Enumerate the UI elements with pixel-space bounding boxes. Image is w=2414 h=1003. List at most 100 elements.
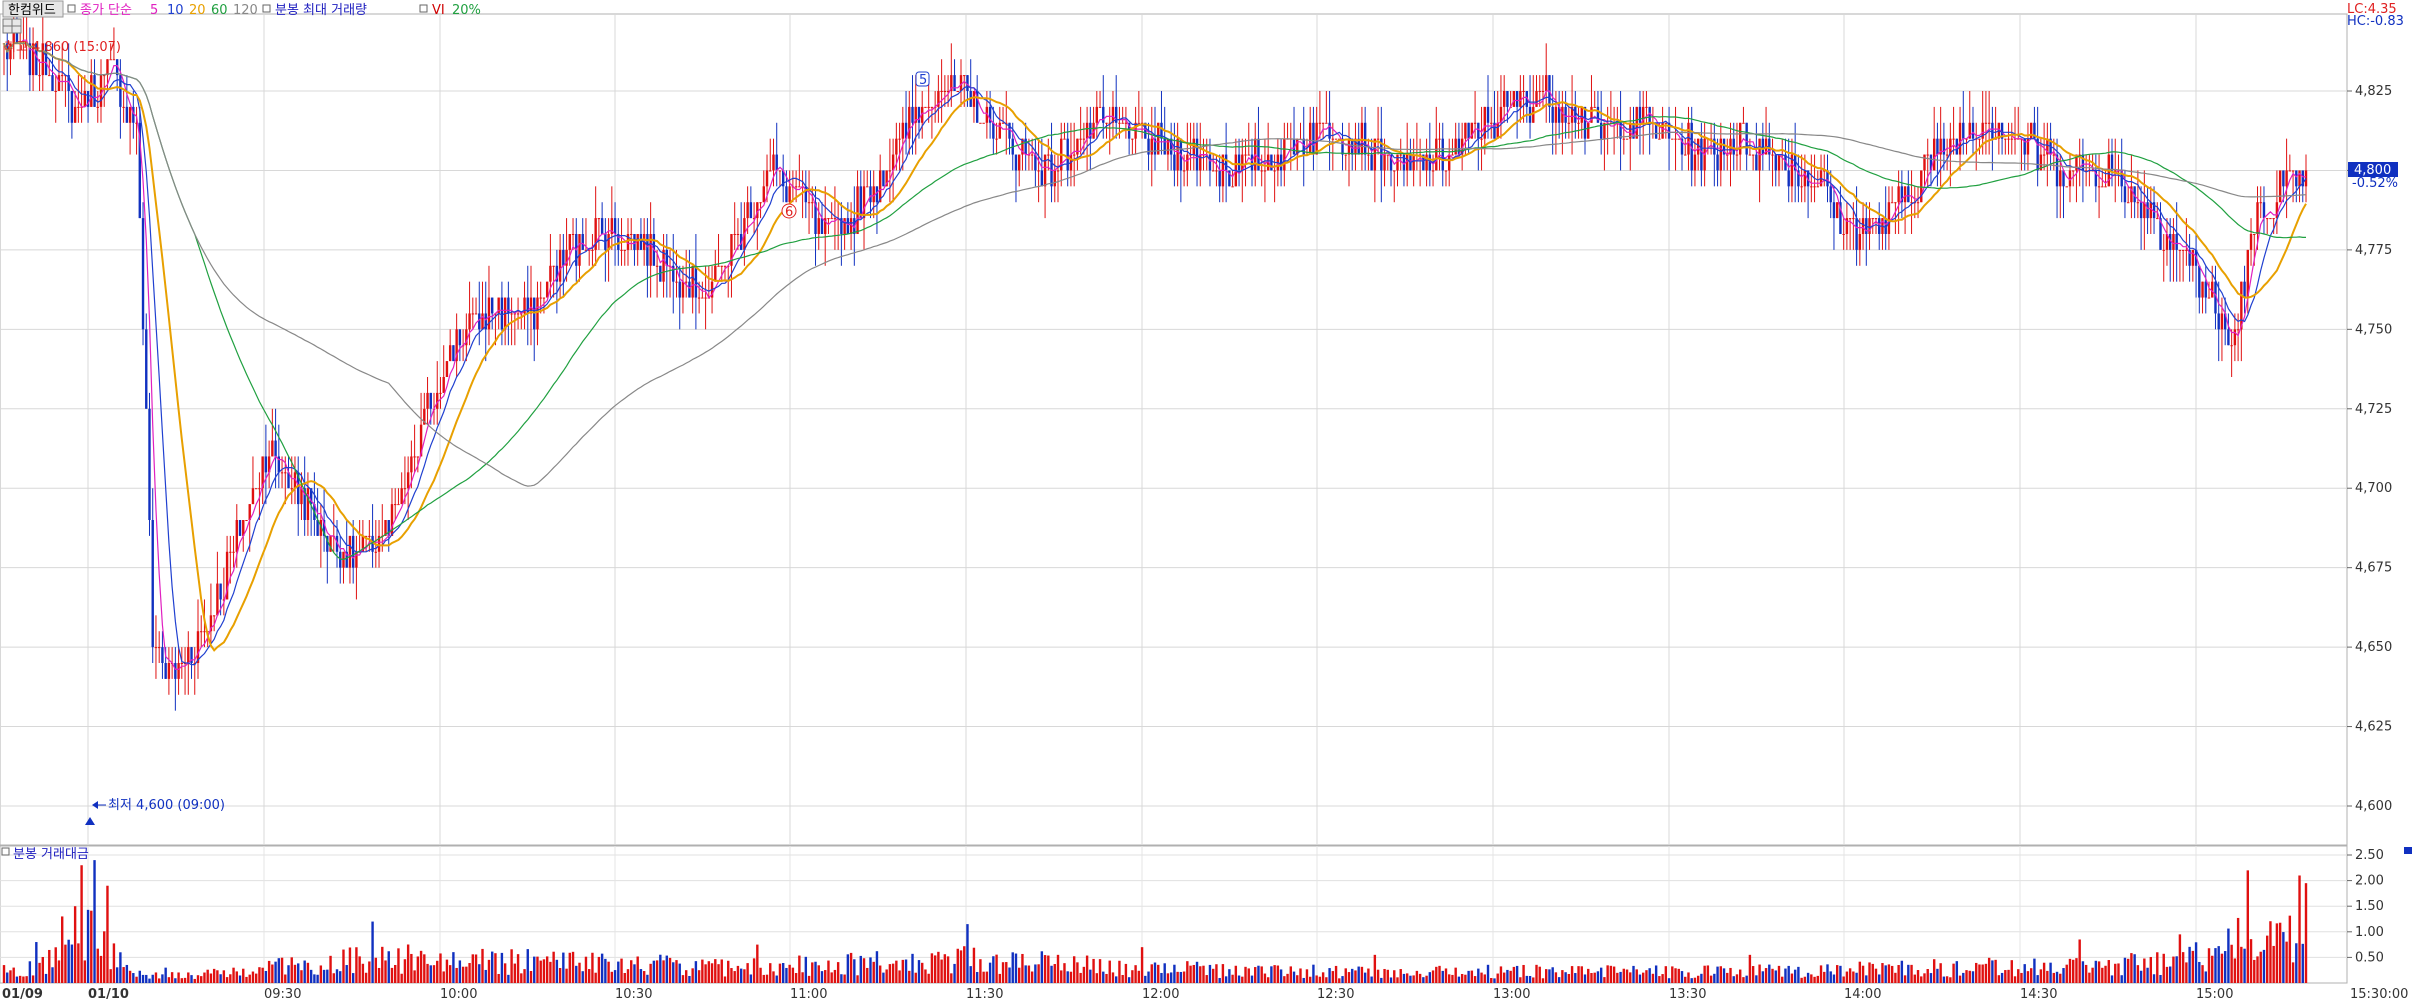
candle-body [1124,122,1128,124]
candle-body [646,234,649,266]
volume-bar [1043,955,1047,983]
volume-bar [2188,946,2191,983]
volume-bar [1263,973,1267,983]
volume-bar [1978,964,1981,983]
volume-bar [1519,977,1522,983]
candle-body [1351,138,1354,155]
volume-bar [22,976,25,983]
volume-bar [749,974,753,983]
candle-body [1115,106,1118,123]
price-tick-label: 4,825 [2355,84,2392,99]
candle-body [762,186,765,203]
volume-panel-collapse-icon[interactable] [2404,847,2412,854]
price-tick-label: 4,625 [2355,720,2392,735]
candle-body [1777,154,1781,171]
volume-bar [878,965,882,983]
volume-bar [921,962,924,983]
volume-bar [1024,965,1027,983]
volume-bar [869,957,872,983]
volume-bar [132,973,135,983]
volume-bar [1687,972,1690,983]
price-tick-label: 4,700 [2355,481,2392,496]
volume-bar [77,943,80,983]
candle-body [1186,154,1189,171]
candle-body [626,234,630,250]
time-tick-label: 10:30 [615,987,652,1002]
volume-bar [1344,968,1347,983]
volume-bar [1496,973,1499,983]
candle-body [1599,122,1603,139]
ma-marker[interactable] [67,4,76,13]
candle-body [1916,202,1920,204]
candle-body [1273,170,1276,172]
signal-badge-5[interactable] [915,71,930,87]
volume-bar [2282,932,2285,983]
volume-bar [914,972,917,983]
time-tick-label: 01/09 [2,987,43,1002]
volume-bar [1202,965,1205,983]
candle-body [1667,122,1671,139]
volume-panel-marker[interactable] [1,847,10,856]
volume-bar [1706,965,1710,983]
volume-bar [662,960,665,983]
candle-body [1910,202,1913,204]
volume-bar [1806,972,1810,983]
volume-bar [2175,956,2178,983]
candle-body [57,75,61,91]
legend-box[interactable] [2,0,64,18]
candle-body [872,186,875,203]
volume-bar [2081,961,2085,983]
candle-body [1454,138,1457,155]
time-tick-label: 12:30 [1317,987,1354,1002]
volume-bar [2278,922,2282,983]
signal-badge-6[interactable] [781,203,797,219]
candle-body [151,520,154,648]
volume-bar [1454,967,1457,983]
volume-bar [1351,968,1354,983]
candle-body [2010,138,2013,140]
candle-body [1092,122,1095,139]
volume-bar [1583,974,1587,983]
volume-bar [1199,966,1202,983]
candle-body [2278,170,2282,203]
candle-body [1302,138,1305,155]
candle-body [1952,138,1955,140]
candle-body [15,27,19,44]
candle-body [1742,122,1745,124]
candle-body [115,59,119,76]
volume-bar [2194,942,2198,983]
low-marker-arrowhead [92,801,98,809]
price-tick-label: 4,775 [2355,243,2392,258]
volume-bar [1299,968,1302,983]
candle-body [2036,138,2039,171]
candle-body [2159,218,2162,250]
volume-bar [2162,953,2165,983]
volume-bar [1389,977,1393,983]
volume-bar [904,959,908,983]
candle-body [1981,122,1984,139]
candle-body [1890,202,1894,204]
volume-bar [1768,964,1771,983]
volume-bar [1625,969,1629,983]
volume-bar [339,971,342,983]
candle-body [1677,138,1680,140]
volume-max-marker[interactable] [262,4,271,13]
volume-bar [335,969,339,983]
volume-bar [423,954,426,983]
volume-bar [1577,966,1580,983]
volume-bar [319,965,323,983]
volume-bar [329,955,332,983]
volume-bar [1596,971,1600,983]
candle-body [1402,154,1406,171]
vi-marker[interactable] [419,4,428,13]
candle-body [866,186,869,188]
candle-body [1328,122,1331,139]
volume-bar [31,975,35,983]
volume-bar [1719,966,1723,983]
candle-body [620,249,623,251]
candle-body [2078,154,2081,156]
candle-body [1874,218,1878,220]
volume-bar [1318,976,1322,983]
volume-bar [1402,973,1406,983]
volume-bar [1105,973,1108,983]
